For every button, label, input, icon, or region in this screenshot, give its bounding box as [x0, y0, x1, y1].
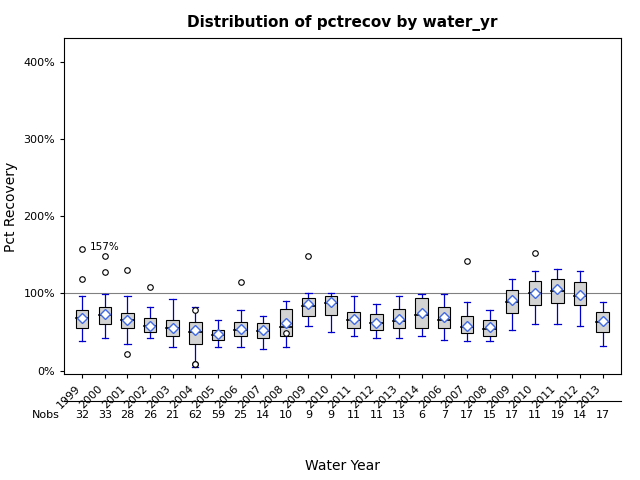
- Bar: [551, 278, 564, 302]
- Text: 17: 17: [460, 410, 474, 420]
- Text: 19: 19: [550, 410, 564, 420]
- Text: 26: 26: [143, 410, 157, 420]
- Bar: [529, 281, 541, 305]
- Text: 59: 59: [211, 410, 225, 420]
- Text: 6: 6: [418, 410, 425, 420]
- Text: 14: 14: [573, 410, 587, 420]
- Bar: [461, 316, 473, 334]
- Bar: [280, 309, 292, 336]
- Bar: [415, 298, 428, 328]
- Bar: [348, 312, 360, 328]
- Bar: [370, 314, 383, 330]
- Y-axis label: Pct Recovery: Pct Recovery: [4, 161, 18, 252]
- Bar: [144, 318, 156, 332]
- Text: 11: 11: [528, 410, 542, 420]
- Bar: [121, 312, 134, 328]
- Bar: [325, 296, 337, 315]
- Bar: [76, 310, 88, 328]
- Bar: [166, 320, 179, 336]
- Bar: [212, 330, 224, 340]
- Text: 32: 32: [75, 410, 89, 420]
- Text: 17: 17: [505, 410, 519, 420]
- Bar: [257, 324, 269, 338]
- Text: 13: 13: [392, 410, 406, 420]
- Bar: [596, 312, 609, 332]
- Text: 21: 21: [166, 410, 180, 420]
- Text: 157%: 157%: [90, 242, 120, 252]
- X-axis label: Water Year: Water Year: [305, 459, 380, 473]
- Text: 33: 33: [98, 410, 112, 420]
- Text: 62: 62: [188, 410, 202, 420]
- Bar: [393, 309, 405, 328]
- Text: 10: 10: [279, 410, 293, 420]
- Text: 15: 15: [483, 410, 497, 420]
- Bar: [302, 298, 315, 316]
- Bar: [506, 290, 518, 312]
- Bar: [189, 322, 202, 344]
- Text: 7: 7: [441, 410, 448, 420]
- Text: 28: 28: [120, 410, 134, 420]
- Title: Distribution of pctrecov by water_yr: Distribution of pctrecov by water_yr: [187, 15, 498, 31]
- Text: 11: 11: [369, 410, 383, 420]
- Text: 25: 25: [234, 410, 248, 420]
- Bar: [483, 320, 496, 336]
- Bar: [99, 307, 111, 324]
- Text: Nobs: Nobs: [31, 410, 60, 420]
- Bar: [234, 322, 247, 336]
- Text: 14: 14: [256, 410, 270, 420]
- Text: 17: 17: [596, 410, 610, 420]
- Text: 9: 9: [328, 410, 335, 420]
- Text: 11: 11: [347, 410, 361, 420]
- Text: 9: 9: [305, 410, 312, 420]
- Bar: [574, 283, 586, 305]
- Bar: [438, 307, 451, 328]
